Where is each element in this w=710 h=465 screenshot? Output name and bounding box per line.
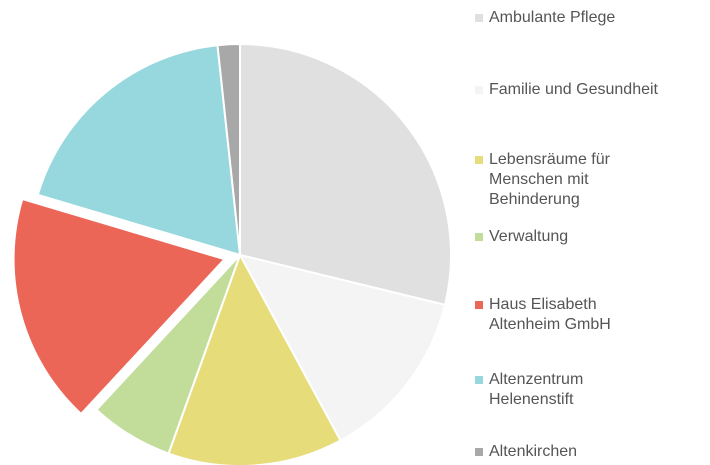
pie-slice [12, 197, 227, 416]
pie-slice [167, 252, 342, 465]
legend-swatch [475, 233, 483, 241]
legend-swatch [475, 86, 483, 94]
legend-label: Verwaltung [489, 228, 569, 245]
legend-item: Ambulante Pflege [475, 8, 705, 28]
legend-item: Lebensräume für Menschen mit Behinderung [475, 150, 705, 210]
legend-label: Ambulante Pflege [489, 9, 616, 26]
legend-label: Haus Elisabeth Altenheim GmbH [489, 296, 611, 333]
legend-label: Altenzentrum Helenenstift [489, 371, 584, 408]
legend-swatch [475, 156, 483, 164]
legend-label: Lebensräume für Menschen mit Behinderung [489, 151, 610, 208]
legend-swatch [475, 301, 483, 309]
legend-swatch [475, 376, 483, 384]
pie-chart [12, 42, 452, 465]
legend-item: Haus Elisabeth Altenheim GmbH [475, 295, 705, 335]
pie-slice [216, 42, 241, 256]
legend-item: Altenzentrum Helenenstift [475, 370, 705, 410]
legend-label: Familie und Gesundheit [489, 81, 658, 98]
pie-slice [239, 42, 452, 307]
legend-item: Altenkirchen [475, 442, 705, 462]
legend-swatch [475, 448, 483, 456]
legend-label: Altenkirchen [489, 443, 578, 460]
pie-slice [95, 254, 241, 455]
pie-slice [238, 253, 447, 442]
legend-swatch [475, 14, 483, 22]
pie-slice [36, 44, 242, 257]
legend-item: Verwaltung [475, 227, 705, 247]
legend-item: Familie und Gesundheit [475, 80, 705, 100]
